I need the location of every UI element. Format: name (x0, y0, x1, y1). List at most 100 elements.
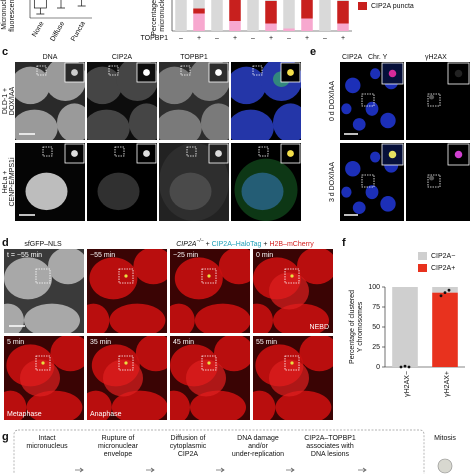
inset-spot (143, 69, 150, 76)
bar-segment (337, 1, 349, 24)
legend-label: CIP2A− (431, 253, 455, 260)
stage-text: cytoplasmic (170, 443, 207, 450)
bar-segment (193, 8, 205, 14)
roi-box (427, 174, 441, 188)
roi-box (35, 355, 51, 371)
bar-segment (392, 287, 418, 367)
puncta (124, 361, 128, 365)
cell (370, 68, 381, 80)
cell (345, 77, 361, 94)
micrograph (253, 249, 333, 333)
box (33, 0, 47, 9)
roi-box (201, 355, 217, 371)
cell (133, 249, 167, 285)
stage-label: Metaphase (7, 411, 42, 418)
puncta (41, 361, 45, 365)
roi-box (361, 174, 375, 188)
y-tick-label: 50 (372, 324, 380, 331)
roi-box (258, 146, 269, 157)
roi-box (36, 65, 47, 76)
channel-label: CIP2A (112, 54, 133, 61)
stage-text: micronuclear (98, 443, 139, 450)
legend-swatch (418, 252, 427, 260)
y-axis-label: Percentage of clustered (349, 290, 356, 364)
cell (429, 94, 435, 100)
panel-label: f (342, 237, 346, 249)
stage-text: micronucleus (26, 443, 68, 450)
time-label: 0 min (256, 252, 273, 259)
roi-box (186, 146, 197, 157)
cell (159, 109, 202, 140)
bar-segment (265, 1, 277, 24)
cell (352, 118, 366, 131)
cell (241, 172, 284, 211)
time-label: 35 min (90, 339, 111, 346)
time-label: 5 min (7, 339, 24, 346)
header-part: + (204, 241, 212, 248)
bar-segment (193, 13, 205, 31)
y-tick-label: 75 (372, 304, 380, 311)
cell (380, 196, 396, 212)
roi-box (118, 355, 134, 371)
cell (370, 151, 381, 163)
x-tick-label: γH2AX+ (444, 371, 451, 397)
stage-label: Anaphase (90, 411, 122, 418)
micrograph (170, 249, 250, 333)
channel-label: DNA (43, 54, 58, 61)
bar-segment (337, 23, 349, 31)
micrograph (170, 336, 250, 420)
x-tick-label: + (233, 35, 237, 42)
cell (345, 160, 361, 177)
cell (297, 249, 333, 285)
bar-segment (193, 0, 205, 9)
row-label: DLD-1 + (2, 88, 9, 114)
header: CIP2A−/− + CIP2A–HaloTag + H2B–mCherry (176, 238, 314, 248)
cell (87, 66, 122, 105)
cell (218, 249, 250, 285)
inset-spot (454, 150, 463, 159)
row-label: HeLa + (2, 171, 9, 194)
cell (352, 201, 366, 214)
y-tick-label: 0 (376, 364, 380, 371)
cell (25, 172, 68, 211)
cell (253, 390, 276, 420)
row-label: 3 d DOX/IAA (329, 162, 336, 202)
cell (214, 336, 250, 372)
panel-label: e (310, 46, 316, 58)
stage-label: NEBD (310, 324, 329, 331)
x-tick-label: + (197, 35, 201, 42)
row-label: 0 d DOX/IAA (329, 81, 336, 121)
time-label: 45 min (173, 339, 194, 346)
cell (111, 390, 167, 420)
bar-segment (301, 18, 313, 31)
time-label: −55 min (90, 252, 115, 259)
y-axis-label: fluorescence (9, 0, 16, 32)
x-tick-label: – (287, 35, 291, 42)
cell (129, 103, 157, 140)
arrow (286, 467, 295, 473)
cell (87, 390, 112, 420)
y-axis-label: Y chromosomes (357, 301, 364, 352)
inset-spot (388, 150, 397, 159)
roi-box (284, 355, 300, 371)
header-part: + (261, 241, 269, 248)
time-label: −25 min (173, 252, 198, 259)
x-tick-label: + (305, 35, 309, 42)
data-point (407, 365, 411, 369)
stage-text: Mitosis (434, 435, 456, 442)
data-point (447, 288, 451, 292)
cell (341, 186, 352, 198)
x-tick-label: None (31, 20, 45, 38)
row-label: DOX/IAA (9, 86, 16, 115)
micrograph (253, 336, 333, 420)
bar-segment (432, 287, 458, 293)
time-label: 55 min (256, 339, 277, 346)
whisker (57, 0, 65, 9)
cell (135, 336, 167, 372)
cell (253, 303, 273, 333)
panel-label: c (2, 46, 8, 58)
cell (109, 303, 166, 333)
puncta (290, 361, 294, 365)
whisker (36, 8, 45, 15)
